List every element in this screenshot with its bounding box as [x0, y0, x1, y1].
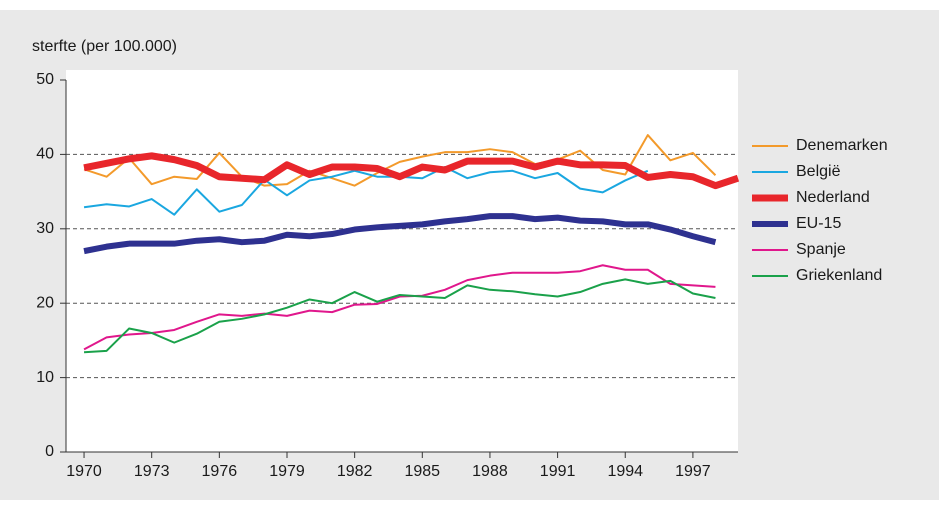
y-tick-label: 50: [36, 71, 54, 88]
legend-label: EU-15: [796, 215, 841, 232]
x-tick-label: 1982: [337, 463, 373, 480]
x-tick-label: 1970: [66, 463, 102, 480]
x-tick-label: 1973: [134, 463, 170, 480]
y-tick-label: 0: [45, 443, 54, 460]
x-tick-label: 1979: [269, 463, 305, 480]
legend-label: Nederland: [796, 189, 870, 206]
legend-label: België: [796, 163, 841, 180]
legend-label: Griekenland: [796, 267, 882, 284]
x-tick-label: 1997: [675, 463, 711, 480]
series-line: [83, 166, 649, 216]
series-line: [83, 213, 717, 255]
y-tick-label: 20: [36, 294, 54, 311]
series-line: [83, 134, 717, 187]
series-line: [83, 264, 716, 351]
y-tick-label: 10: [36, 369, 54, 386]
series-line: [83, 278, 716, 354]
y-tick-label: 30: [36, 220, 54, 237]
legend-label: Spanje: [796, 241, 846, 258]
x-tick-label: 1994: [607, 463, 643, 480]
x-tick-label: 1985: [404, 463, 440, 480]
y-axis-label: sterfte (per 100.000): [32, 38, 177, 55]
y-tick-label: 40: [36, 146, 54, 163]
x-tick-label: 1991: [540, 463, 576, 480]
series-line: [83, 152, 740, 190]
x-tick-label: 1976: [202, 463, 238, 480]
plot-area: [66, 70, 738, 452]
legend-label: Denemarken: [796, 137, 888, 154]
x-tick-label: 1988: [472, 463, 508, 480]
